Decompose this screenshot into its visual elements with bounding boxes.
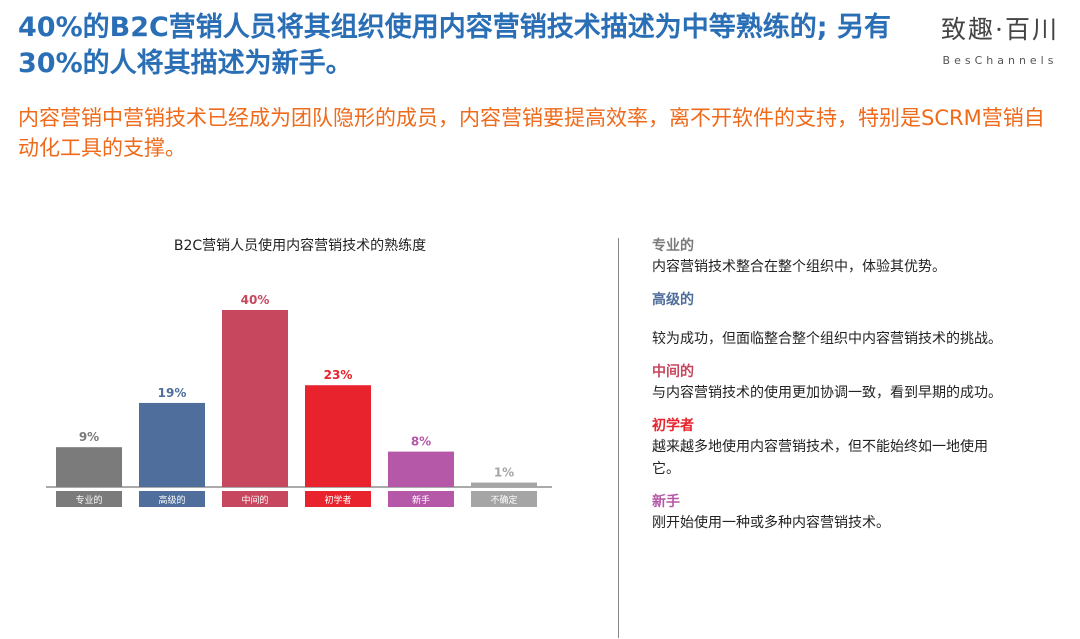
category-label-box — [139, 491, 205, 507]
legend-description: 刚开始使用一种或多种内容营销技术。 — [652, 515, 890, 531]
category-label: 不确定 — [490, 494, 517, 506]
legend-term: 初学者 — [652, 418, 694, 434]
category-label-box — [305, 491, 371, 507]
category-label-box — [56, 491, 122, 507]
legend-term: 中间的 — [652, 364, 694, 380]
legend-description: 较为成功，但面临整合整个组织中内容营销技术的挑战。 — [652, 331, 1002, 347]
legend-description: 内容营销技术整合在整个组织中，体验其优势。 — [652, 259, 946, 275]
bar-chart: 9% 专业的 19% 高级的 40% 中间的 23% 初学者 8% 新手 1% 不确定 — [46, 293, 552, 507]
category-label: 高级的 — [158, 494, 185, 506]
bar-value-label: 40% — [241, 293, 270, 307]
bar-value-label: 1% — [494, 466, 514, 480]
legend-term: 高级的 — [652, 292, 694, 308]
bar — [388, 451, 454, 487]
category-label: 专业的 — [75, 494, 102, 506]
brand-logo: 致趣·百川 BesChannels — [936, 14, 1064, 67]
category-label: 初学者 — [324, 494, 351, 506]
bar-value-label: 9% — [79, 430, 99, 444]
legend-term: 专业的 — [652, 238, 694, 254]
category-label-box — [388, 491, 454, 507]
logo-english-text: BesChannels — [942, 54, 1058, 67]
legend-item-expert: 专业的 内容营销技术整合在整个组织中，体验其优势。 — [652, 236, 1032, 278]
bar — [471, 482, 537, 487]
category-label: 新手 — [412, 494, 430, 506]
chart-title: B2C营销人员使用内容营销技术的熟练度 — [173, 238, 427, 254]
legend-description: 与内容营销技术的使用更加协调一致，看到早期的成功。 — [652, 385, 1002, 401]
logo-chinese-text: 致趣·百川 — [941, 15, 1059, 44]
category-label: 中间的 — [241, 494, 268, 506]
legend-item-intermediate: 中间的 与内容营销技术的使用更加协调一致，看到早期的成功。 — [652, 362, 1032, 404]
category-label-box — [222, 491, 288, 507]
proficiency-legend: 专业的 内容营销技术整合在整个组织中，体验其优势。 高级的 较为成功，但面临整合… — [652, 236, 1032, 546]
bar-value-label: 23% — [324, 368, 353, 382]
legend-item-novice: 新手 刚开始使用一种或多种内容营销技术。 — [652, 492, 1032, 534]
bar-value-label: 8% — [411, 435, 431, 449]
legend-item-beginner: 初学者 越来越多地使用内容营销技术，但不能始终如一地使用它。 — [652, 416, 1032, 480]
category-label-box — [471, 491, 537, 507]
bar — [305, 385, 371, 487]
legend-term: 新手 — [652, 494, 680, 510]
bar — [139, 402, 205, 487]
headline: 40%的B2C营销人员将其组织使用内容营销技术描述为中等熟练的; 另有30%的人… — [18, 12, 892, 79]
vertical-divider — [618, 238, 619, 638]
subtitle: 内容营销中营销技术已经成为团队隐形的成员，内容营销要提高效率，离不开软件的支持，… — [18, 106, 1045, 160]
legend-item-advanced: 高级的 较为成功，但面临整合整个组织中内容营销技术的挑战。 — [652, 290, 1032, 350]
bar-value-label: 19% — [158, 386, 187, 400]
bar — [222, 310, 288, 487]
bar — [56, 447, 122, 487]
legend-description: 越来越多地使用内容营销技术，但不能始终如一地使用它。 — [652, 439, 988, 477]
